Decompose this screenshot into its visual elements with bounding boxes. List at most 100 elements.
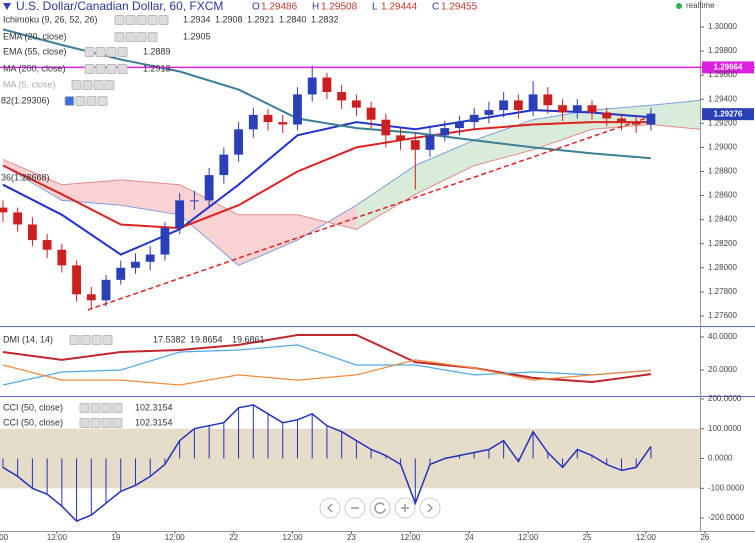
dmi-pane <box>2 334 652 386</box>
legend-icon[interactable] <box>158 15 169 25</box>
y-tick-label: 1.28200 <box>708 239 737 248</box>
indicator-line <box>2 334 652 384</box>
indicator-readout: 1.2921 <box>247 14 275 24</box>
candle-body <box>499 100 509 111</box>
legend-icon[interactable] <box>79 418 90 428</box>
candle-body <box>440 128 450 136</box>
legend-icon[interactable] <box>114 15 125 25</box>
candle-body <box>469 114 479 123</box>
x-tick-label: 12:00 <box>165 533 186 542</box>
x-tick-label: 23 <box>347 533 356 542</box>
indicator-readout: 1.2889 <box>143 46 171 56</box>
symbol-icon <box>3 3 11 10</box>
candle-body <box>337 91 347 101</box>
ohlc-label: C <box>432 2 439 13</box>
legend-icon[interactable] <box>84 64 95 74</box>
candle-body <box>204 175 214 201</box>
legend-icon[interactable] <box>93 80 104 90</box>
indicator-name: DMI (14, 14) <box>3 334 53 344</box>
legend-icon[interactable] <box>80 335 91 345</box>
legend-icon[interactable] <box>64 96 75 106</box>
legend-icon[interactable] <box>117 64 128 74</box>
indicator-name: CCI (50, close) <box>3 402 63 412</box>
legend-icon[interactable] <box>91 335 102 345</box>
legend-icon[interactable] <box>125 32 136 42</box>
cloud-segment <box>650 100 700 130</box>
indicator-line <box>2 344 651 386</box>
legend-icon[interactable] <box>106 64 117 74</box>
candle-body <box>42 240 52 250</box>
price-pane <box>0 28 700 311</box>
legend-icon[interactable] <box>117 47 128 57</box>
legend-icon[interactable] <box>101 403 112 413</box>
ohlc-label: L <box>372 2 378 13</box>
icon <box>401 504 409 512</box>
cloud-segment <box>356 165 416 230</box>
legend-icon[interactable] <box>90 418 101 428</box>
legend-icon[interactable] <box>136 15 147 25</box>
cloud-segment <box>238 214 298 266</box>
x-tick-label: 12:00 <box>0 533 9 542</box>
legend-icon[interactable] <box>125 15 136 25</box>
legend-icon[interactable] <box>71 80 82 90</box>
cloud-segment <box>474 119 534 166</box>
candle-body <box>366 107 376 120</box>
legend-icon[interactable] <box>104 80 115 90</box>
legend-icon[interactable] <box>79 403 90 413</box>
candle-body <box>248 114 258 130</box>
legend-icon[interactable] <box>102 335 113 345</box>
legend-icon[interactable] <box>95 47 106 57</box>
x-tick-label: 26 <box>700 533 709 542</box>
legend-icon[interactable] <box>69 335 80 345</box>
candle-body <box>513 100 523 111</box>
y-tick-label: 1.27600 <box>708 311 737 320</box>
legend-icon[interactable] <box>75 96 86 106</box>
y-tick-label: 200.0000 <box>708 394 742 403</box>
legend-icon[interactable] <box>82 80 93 90</box>
legend-icon[interactable] <box>90 403 101 413</box>
price-label-box <box>702 61 754 74</box>
legend-icon[interactable] <box>112 403 123 413</box>
indicator-readout: 1.2934 <box>183 14 211 24</box>
legend-icon[interactable] <box>112 418 123 428</box>
legend-icon[interactable] <box>95 64 106 74</box>
cloud-segment <box>415 140 475 195</box>
y-tick-label: 1.29400 <box>708 94 737 103</box>
legend-icon[interactable] <box>101 418 112 428</box>
indicator-readout: 1.2913 <box>143 63 171 73</box>
indicator-name: CCI (50, close) <box>3 417 63 427</box>
legend-icon[interactable] <box>84 47 95 57</box>
legend-icon[interactable] <box>147 15 158 25</box>
candle-body <box>145 254 155 262</box>
candle-body <box>322 77 332 92</box>
candle-body <box>381 119 391 136</box>
scroll-right-button[interactable] <box>419 497 441 519</box>
ohlc-value: 1.29444 <box>381 2 418 13</box>
cloud-segment <box>61 179 121 206</box>
indicator-name: MA (200, close) <box>3 63 66 73</box>
indicator-readout: 1.2905 <box>183 31 211 41</box>
legend: 1.29664 1.29276 U.S. Dollar/Canadian Dolla… <box>0 0 755 428</box>
indicator-readout: 19.8654 <box>190 334 223 344</box>
fib-label: 82(1.29306) <box>1 95 50 105</box>
x-tick-label: 12:00 <box>636 533 657 542</box>
cloud-segment <box>120 179 180 215</box>
candle-body <box>558 105 567 113</box>
legend-icon[interactable] <box>106 47 117 57</box>
legend-icon[interactable] <box>97 96 108 106</box>
legend-icon[interactable] <box>147 32 158 42</box>
legend-icon[interactable] <box>86 96 97 106</box>
candle-body <box>160 228 170 255</box>
candle-body <box>27 224 37 241</box>
scroll-left-button[interactable] <box>319 497 341 519</box>
indicator-line <box>2 359 651 386</box>
y-tick-label: -200.0000 <box>708 513 745 522</box>
ohlc-value: 1.29508 <box>321 2 358 13</box>
indicator-readout: 1.2840 <box>279 14 307 24</box>
reset-button[interactable] <box>369 497 391 519</box>
legend-icon[interactable] <box>114 32 125 42</box>
span-b-line <box>2 123 700 230</box>
candle-body <box>543 94 553 106</box>
legend-icon[interactable] <box>136 32 147 42</box>
moving-average-line <box>2 28 651 160</box>
